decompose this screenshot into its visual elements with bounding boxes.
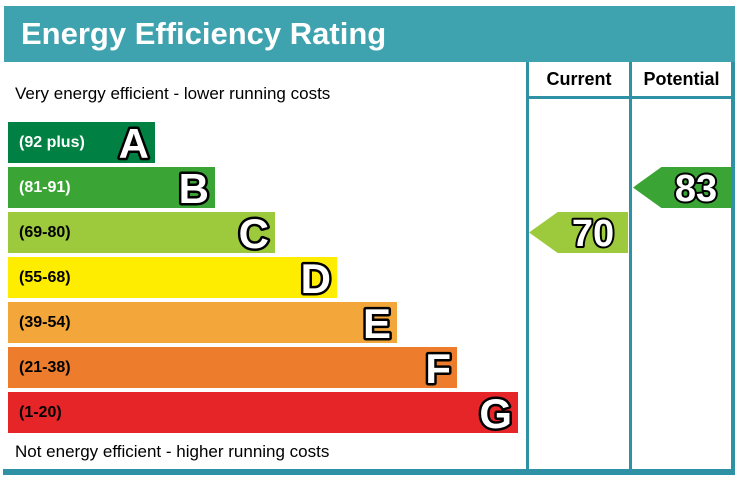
- band-e: (39-54) E: [8, 302, 397, 343]
- caption-top: Very energy efficient - lower running co…: [15, 84, 331, 103]
- band-range: (1-20): [19, 403, 62, 421]
- band-letter-text: B: [179, 167, 209, 208]
- band-letter: D: [298, 257, 333, 298]
- band-a: (92 plus) A: [8, 122, 155, 163]
- band-range: (39-54): [19, 313, 71, 331]
- current-arrow-svg: 70: [570, 212, 616, 253]
- band-letter: A: [116, 122, 151, 163]
- potential-arrow: 83: [633, 167, 731, 208]
- column-header-underline: [526, 96, 735, 99]
- title-bar: Energy Efficiency Rating: [4, 6, 735, 62]
- band-range: (21-38): [19, 358, 71, 376]
- band-letter-text: F: [425, 347, 451, 388]
- potential-rating-value: 83: [675, 168, 717, 208]
- band-letter: F: [423, 347, 454, 388]
- band-g: (1-20) G: [8, 392, 518, 433]
- caption-bottom: Not energy efficient - higher running co…: [15, 442, 330, 461]
- band-letter: B: [176, 167, 211, 208]
- band-letter-text: C: [239, 212, 269, 253]
- current-arrow: 70: [529, 212, 628, 253]
- column-header-current: Current: [546, 69, 612, 89]
- band-letter: E: [360, 302, 393, 343]
- band-letter-text: E: [363, 302, 391, 343]
- band-f: (21-38) F: [8, 347, 457, 388]
- table-right-border: [731, 62, 735, 474]
- potential-arrow-svg: 83: [673, 167, 719, 208]
- band-range: (81-91): [19, 178, 71, 196]
- band-range: (69-80): [19, 223, 71, 241]
- current-column-left-border: [526, 62, 529, 474]
- band-d: (55-68) D: [8, 257, 337, 298]
- band-letter-text: D: [301, 257, 331, 298]
- band-letter-text: A: [119, 122, 149, 163]
- band-letter: C: [236, 212, 271, 253]
- band-letter: G: [477, 392, 515, 433]
- column-header-potential: Potential: [643, 69, 720, 89]
- band-range: (55-68): [19, 268, 71, 286]
- table-bottom-border: [3, 469, 735, 475]
- page-title: Energy Efficiency Rating: [21, 16, 387, 51]
- current-column-right-border: [629, 62, 632, 474]
- band-letter-text: G: [479, 392, 512, 433]
- current-rating-value: 70: [572, 213, 614, 253]
- band-c: (69-80) C: [8, 212, 275, 253]
- band-range: (92 plus): [19, 133, 85, 151]
- band-b: (81-91) B: [8, 167, 215, 208]
